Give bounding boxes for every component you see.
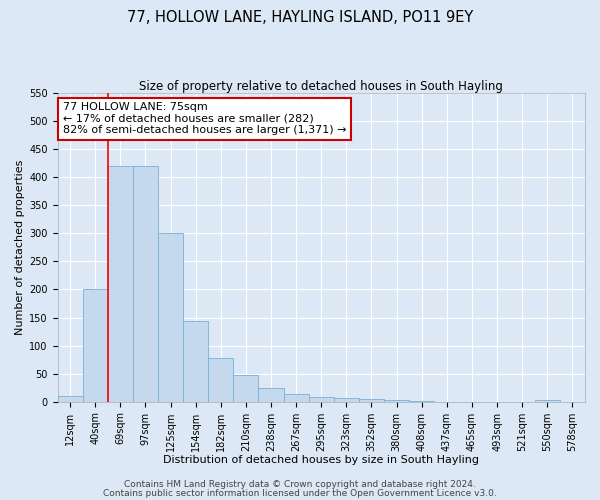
Bar bbox=[183, 322, 208, 402]
Text: Contains HM Land Registry data © Crown copyright and database right 2024.: Contains HM Land Registry data © Crown c… bbox=[124, 480, 476, 489]
Bar bbox=[58, 396, 83, 402]
Bar bbox=[384, 400, 409, 402]
Bar bbox=[409, 400, 434, 402]
Bar bbox=[308, 397, 334, 402]
Text: Contains public sector information licensed under the Open Government Licence v3: Contains public sector information licen… bbox=[103, 489, 497, 498]
Bar bbox=[359, 399, 384, 402]
Bar bbox=[158, 234, 183, 402]
Bar bbox=[233, 375, 259, 402]
Bar bbox=[83, 290, 108, 402]
Bar bbox=[133, 166, 158, 402]
Bar bbox=[535, 400, 560, 402]
Y-axis label: Number of detached properties: Number of detached properties bbox=[15, 160, 25, 335]
X-axis label: Distribution of detached houses by size in South Hayling: Distribution of detached houses by size … bbox=[163, 455, 479, 465]
Bar bbox=[334, 398, 359, 402]
Text: 77 HOLLOW LANE: 75sqm
← 17% of detached houses are smaller (282)
82% of semi-det: 77 HOLLOW LANE: 75sqm ← 17% of detached … bbox=[63, 102, 346, 136]
Bar bbox=[208, 358, 233, 402]
Bar bbox=[284, 394, 308, 402]
Text: 77, HOLLOW LANE, HAYLING ISLAND, PO11 9EY: 77, HOLLOW LANE, HAYLING ISLAND, PO11 9E… bbox=[127, 10, 473, 25]
Bar bbox=[108, 166, 133, 402]
Title: Size of property relative to detached houses in South Hayling: Size of property relative to detached ho… bbox=[139, 80, 503, 93]
Bar bbox=[259, 388, 284, 402]
